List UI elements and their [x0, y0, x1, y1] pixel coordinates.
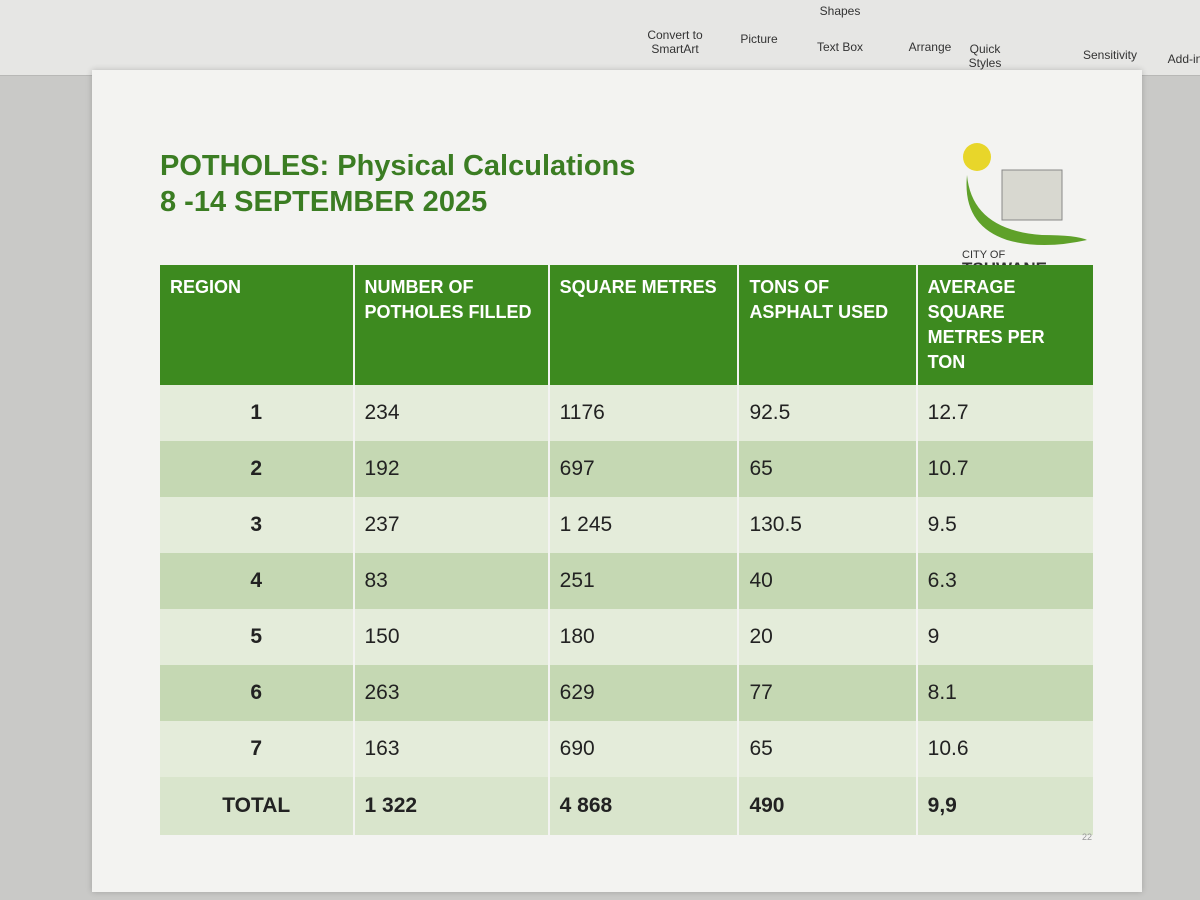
cell: 9.5	[916, 497, 1096, 553]
cell: 10.6	[916, 721, 1096, 777]
ribbon-button[interactable]: Text Box	[816, 40, 864, 54]
data-row: 3 237 1 245 130.5 9.5	[160, 497, 1096, 553]
logo-text: CITY OF	[962, 249, 1005, 261]
cell: 40	[738, 553, 918, 609]
cell: 83	[353, 553, 550, 609]
cell: 1	[160, 385, 355, 441]
cell: 4	[160, 553, 355, 609]
cell: 92.5	[738, 385, 918, 441]
cell: 1 245	[548, 497, 740, 553]
cell: 6	[160, 665, 355, 721]
data-row: 5 150 180 20 9	[160, 609, 1096, 665]
logo: CITY OF TSHWANE	[962, 143, 1087, 275]
total-cell: 4 868	[548, 777, 740, 835]
data-table: REGION NUMBER OF POTHOLES FILLED SQUARE ME…	[160, 265, 1096, 835]
cell: 629	[548, 665, 740, 721]
header-cell: AVERAGE SQUARE METRES PER TON	[916, 265, 1096, 385]
cell: 690	[548, 721, 740, 777]
cell: 10.7	[916, 441, 1096, 497]
slide-title: POTHOLES: Physical Calculations 8 -14 SEP…	[160, 148, 635, 220]
ribbon-button[interactable]: Sensitivity	[1082, 48, 1138, 62]
header-cell: TONS OF ASPHALT USED	[738, 265, 918, 385]
cell: 12.7	[916, 385, 1096, 441]
cell: 263	[353, 665, 550, 721]
cell: 9	[916, 609, 1096, 665]
ribbon: Convert to SmartArt Picture Shapes Text Box…	[0, 0, 1200, 76]
cell: 150	[353, 609, 550, 665]
cell: 3	[160, 497, 355, 553]
header-row: REGION NUMBER OF POTHOLES FILLED SQUARE ME…	[160, 265, 1096, 385]
data-row: 1 234 1176 92.5 12.7	[160, 385, 1096, 441]
logo-sun	[963, 143, 991, 171]
slide: POTHOLES: Physical Calculations 8 -14 SEP…	[92, 70, 1142, 892]
data-row: 7 163 690 65 10.6	[160, 721, 1096, 777]
data-row: 6 263 629 77 8.1	[160, 665, 1096, 721]
header-cell: REGION	[160, 265, 355, 385]
page-number: 22	[1081, 832, 1092, 842]
total-cell: TOTAL	[160, 777, 355, 835]
ribbon-button[interactable]: Add-in	[1167, 52, 1200, 66]
ribbon-button[interactable]: Arrange	[908, 40, 952, 54]
logo-building	[1001, 169, 1063, 221]
total-row: TOTAL 1 322 4 868 490 9,9	[160, 777, 1096, 835]
cell: 77	[738, 665, 918, 721]
cell: 192	[353, 441, 550, 497]
header-cell: NUMBER OF POTHOLES FILLED	[353, 265, 550, 385]
total-cell: 490	[738, 777, 918, 835]
ribbon-button[interactable]: Picture	[740, 32, 778, 46]
cell: 65	[738, 721, 918, 777]
cell: 163	[353, 721, 550, 777]
subtitle-line: 8 -14 SEPTEMBER 2025	[160, 186, 488, 218]
cell: 130.5	[738, 497, 918, 553]
cell: 180	[548, 609, 740, 665]
logo-swoosh	[966, 175, 1087, 245]
header-cell: SQUARE METRES	[548, 265, 740, 385]
data-row: 2 192 697 65 10.7	[160, 441, 1096, 497]
data-row: 4 83 251 40 6.3	[160, 553, 1096, 609]
ribbon-button[interactable]: Shapes	[819, 4, 861, 18]
cell: 697	[548, 441, 740, 497]
cell: 7	[160, 721, 355, 777]
cell: 234	[353, 385, 550, 441]
cell: 237	[353, 497, 550, 553]
cell: 5	[160, 609, 355, 665]
cell: 20	[738, 609, 918, 665]
ribbon-button[interactable]: Quick Styles	[968, 42, 1002, 70]
ribbon-button[interactable]: Convert to SmartArt	[647, 28, 703, 56]
title-line: POTHOLES: Physical Calculations	[160, 150, 636, 182]
cell: 251	[548, 553, 740, 609]
cell: 2	[160, 441, 355, 497]
cell: 8.1	[916, 665, 1096, 721]
total-cell: 1 322	[353, 777, 550, 835]
cell: 65	[738, 441, 918, 497]
total-cell: 9,9	[916, 777, 1096, 835]
cell: 1176	[548, 385, 740, 441]
cell: 6.3	[916, 553, 1096, 609]
